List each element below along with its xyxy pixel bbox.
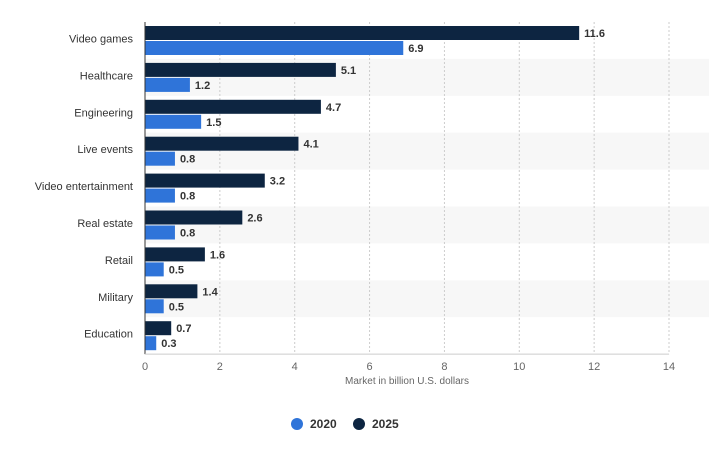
- data-label: 5.1: [341, 65, 356, 77]
- bar-2025[interactable]: [145, 62, 336, 77]
- data-label: 3.2: [270, 176, 285, 188]
- data-label: 0.8: [180, 228, 195, 240]
- x-tick-label: 10: [513, 361, 525, 373]
- category-label: Live events: [77, 144, 133, 156]
- data-label: 2.6: [247, 213, 262, 225]
- data-label: 1.6: [210, 249, 225, 261]
- bar-2020[interactable]: [145, 41, 404, 55]
- x-axis-title: Market in billion U.S. dollars: [345, 376, 469, 387]
- category-label: Retail: [105, 255, 133, 267]
- x-axis: 0 2 4 6 8 10 12 14 Market in billion U.S. dollar…: [142, 22, 675, 387]
- bar-2020[interactable]: [145, 299, 164, 314]
- data-label: 0.8: [180, 191, 195, 203]
- bar-2025[interactable]: [145, 284, 198, 299]
- bar-2025[interactable]: [145, 321, 172, 336]
- bar-2025[interactable]: [145, 247, 205, 262]
- data-label: 0.5: [169, 264, 184, 276]
- category-label: Military: [98, 292, 133, 304]
- labels: Video games 11.6 6.9 Healthcare 5.1 1.2 Engine…: [35, 28, 605, 350]
- data-label: 0.3: [161, 338, 176, 350]
- category-label: Engineering: [74, 107, 133, 119]
- bar-2020[interactable]: [145, 262, 164, 277]
- data-label: 4.1: [303, 139, 318, 151]
- data-label: 1.4: [202, 286, 218, 298]
- x-tick-label: 4: [292, 361, 298, 373]
- bar-2020[interactable]: [145, 336, 157, 351]
- x-tick-label: 0: [142, 361, 148, 373]
- legend-marker[interactable]: [291, 418, 303, 430]
- legend: 2020 2025: [291, 417, 399, 431]
- bar-2025[interactable]: [145, 210, 243, 225]
- bar-2020[interactable]: [145, 114, 202, 129]
- bar-2025[interactable]: [145, 173, 265, 188]
- legend-marker[interactable]: [353, 418, 365, 430]
- data-label: 1.2: [195, 80, 210, 92]
- bars: [145, 26, 580, 351]
- category-label: Education: [84, 329, 133, 341]
- x-tick-label: 2: [217, 361, 223, 373]
- x-tick-label: 14: [663, 361, 675, 373]
- row-band: [145, 280, 709, 318]
- row-bands: [145, 58, 709, 318]
- data-label: 0.5: [169, 301, 184, 313]
- data-label: 4.7: [326, 102, 341, 114]
- legend-label[interactable]: 2025: [372, 417, 399, 431]
- legend-label[interactable]: 2020: [310, 417, 337, 431]
- bar-2020[interactable]: [145, 188, 175, 203]
- data-label: 0.7: [176, 323, 191, 335]
- data-label: 6.9: [408, 43, 423, 55]
- x-tick-label: 6: [367, 361, 373, 373]
- bar-2025[interactable]: [145, 26, 580, 40]
- bar-2020[interactable]: [145, 225, 175, 240]
- bar-2025[interactable]: [145, 99, 321, 114]
- grid-lines: [219, 22, 670, 355]
- bar-2020[interactable]: [145, 77, 190, 92]
- bar-2025[interactable]: [145, 136, 299, 151]
- category-label: Video games: [69, 33, 134, 45]
- bar-2020[interactable]: [145, 151, 175, 166]
- x-tick-label: 8: [441, 361, 447, 373]
- category-label: Video entertainment: [35, 181, 133, 193]
- x-tick-label: 12: [588, 361, 600, 373]
- category-label: Healthcare: [80, 70, 133, 82]
- category-label: Real estate: [77, 218, 133, 230]
- data-label: 1.5: [206, 117, 221, 129]
- data-label: 11.6: [584, 28, 605, 40]
- data-label: 0.8: [180, 154, 195, 166]
